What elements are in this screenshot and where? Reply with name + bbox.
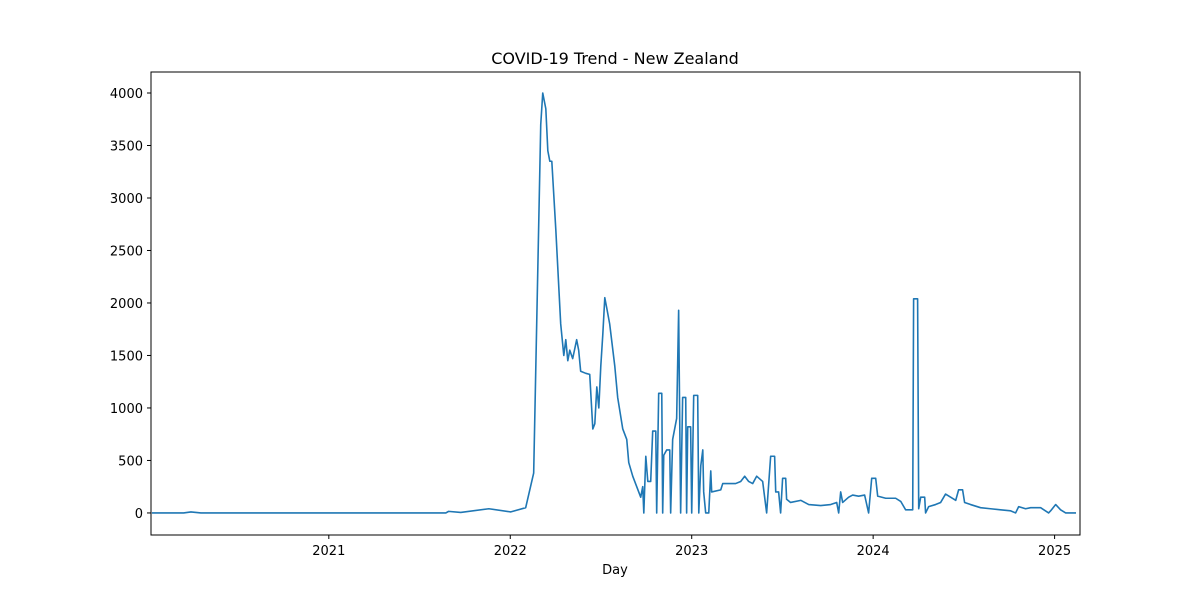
y-tick-label: 500	[118, 454, 143, 469]
data-line	[151, 92, 1077, 514]
y-tick-label: 3000	[110, 192, 143, 207]
y-tick-label: 1000	[110, 402, 143, 417]
plot-frame	[150, 71, 1081, 536]
y-tick-label: 1500	[110, 349, 143, 364]
x-tick-label: 2021	[312, 544, 345, 559]
x-tick-label: 2024	[857, 544, 890, 559]
y-tick-label: 2000	[110, 297, 143, 312]
y-tick-label: 0	[135, 507, 143, 522]
y-tick-label: 2500	[110, 244, 143, 259]
x-tick-label: 2022	[494, 544, 527, 559]
y-tick-label: 3500	[110, 139, 143, 154]
chart-title: COVID-19 Trend - New Zealand	[491, 49, 739, 68]
x-axis-label: Day	[602, 563, 628, 578]
y-tick-label: 4000	[110, 87, 143, 102]
x-tick-label: 2023	[675, 544, 708, 559]
x-tick-label: 2025	[1038, 544, 1071, 559]
